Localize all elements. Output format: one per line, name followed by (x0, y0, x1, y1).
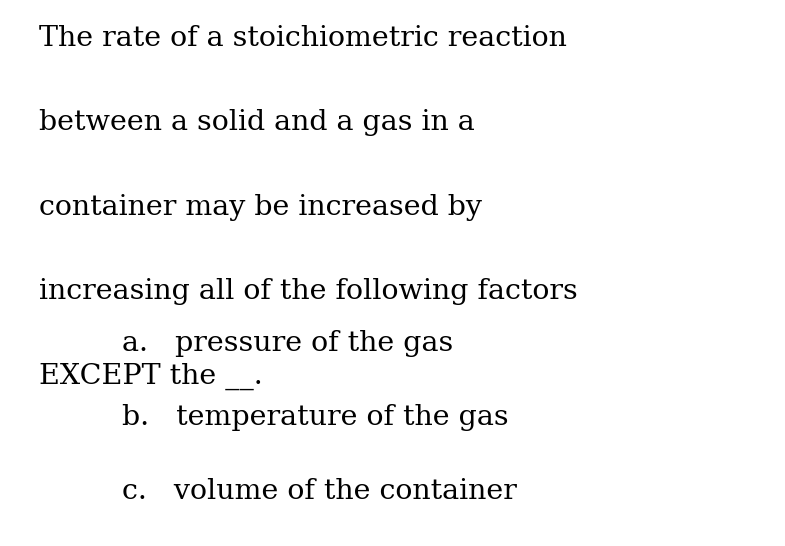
Text: a.   pressure of the gas: a. pressure of the gas (122, 330, 453, 357)
Text: EXCEPT the __.: EXCEPT the __. (39, 363, 263, 390)
Text: container may be increased by: container may be increased by (39, 194, 482, 221)
Text: c.   volume of the container: c. volume of the container (122, 478, 517, 505)
Text: b.   temperature of the gas: b. temperature of the gas (122, 404, 509, 431)
Text: The rate of a stoichiometric reaction: The rate of a stoichiometric reaction (39, 25, 567, 51)
Text: increasing all of the following factors: increasing all of the following factors (39, 278, 578, 305)
Text: between a solid and a gas in a: between a solid and a gas in a (39, 109, 475, 136)
